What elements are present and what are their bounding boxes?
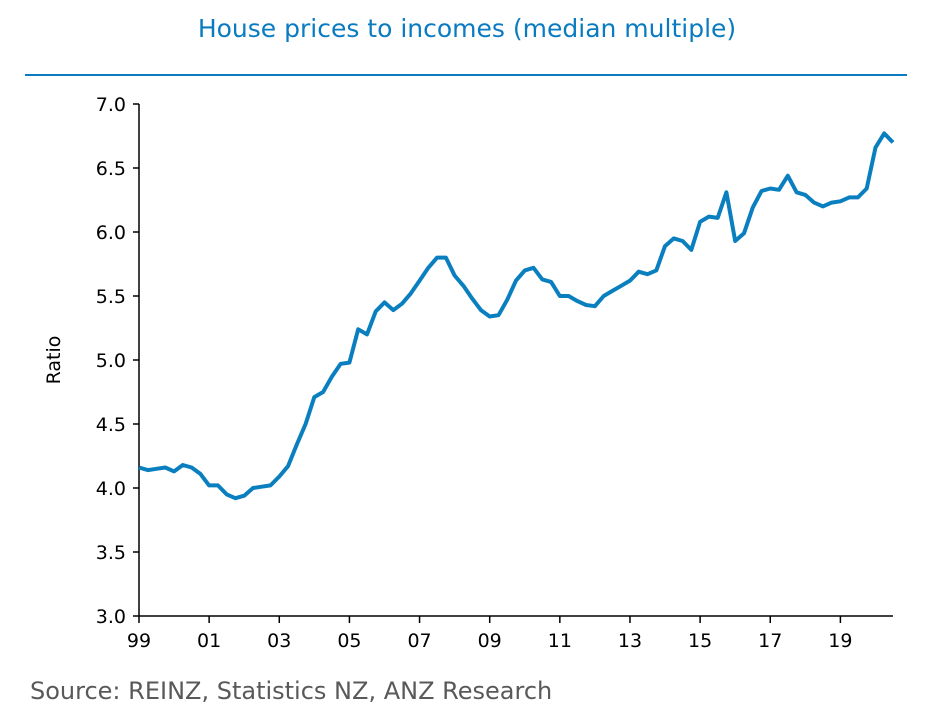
x-tick-label: 01 [197, 630, 221, 652]
y-tick-label: 5.5 [96, 286, 126, 308]
y-tick-label: 4.5 [96, 414, 126, 436]
chart-title: House prices to incomes (median multiple… [197, 14, 737, 43]
y-tick-label: 6.0 [96, 222, 126, 244]
y-tick-label: 4.0 [96, 478, 126, 500]
y-tick-label: 3.0 [96, 606, 126, 628]
x-tick-label: 11 [548, 630, 572, 652]
x-tick-label: 19 [828, 630, 852, 652]
x-tick-label: 13 [618, 630, 642, 652]
y-tick-label: 5.0 [96, 350, 126, 372]
title-divider [25, 74, 907, 76]
y-tick-label: 3.5 [96, 542, 126, 564]
y-axis-label: Ratio [43, 336, 65, 385]
y-tick-label: 7.0 [96, 94, 126, 116]
x-tick-label: 05 [337, 630, 361, 652]
x-tick-label: 03 [267, 630, 291, 652]
x-tick-label: 15 [688, 630, 712, 652]
source-note: Source: REINZ, Statistics NZ, ANZ Resear… [30, 677, 553, 705]
x-tick-label: 07 [407, 630, 431, 652]
x-tick-label: 09 [478, 630, 502, 652]
x-tick-label: 17 [758, 630, 782, 652]
y-tick-label: 6.5 [96, 158, 126, 180]
x-tick-label: 99 [127, 630, 151, 652]
series-line-median-multiple [138, 131, 895, 501]
